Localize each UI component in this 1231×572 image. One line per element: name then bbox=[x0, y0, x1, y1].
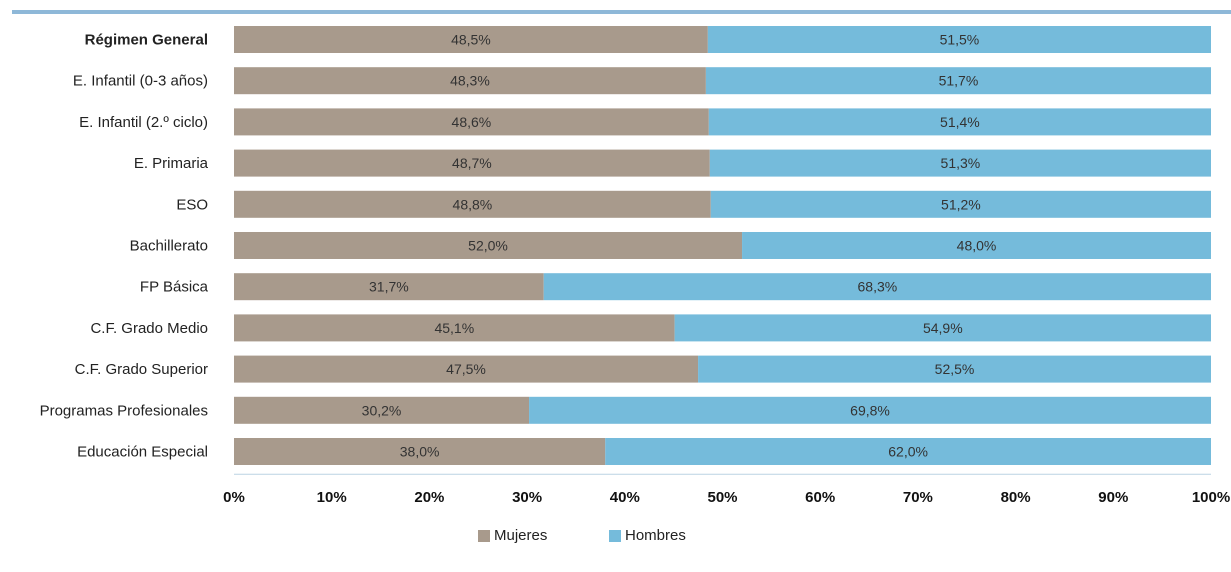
category-label-programas-profesionales: Programas Profesionales bbox=[40, 402, 208, 419]
bar-hombres-c-f-grado-medio bbox=[674, 314, 1211, 342]
value-label-mujeres-bachillerato: 52,0% bbox=[468, 238, 508, 254]
bar-hombres-eso bbox=[710, 190, 1211, 218]
value-label-mujeres-e-infantil-0-3-anos: 48,3% bbox=[450, 73, 490, 89]
value-label-hombres-bachillerato: 48,0% bbox=[957, 238, 997, 254]
value-label-hombres-e-infantil-0-3-anos: 51,7% bbox=[939, 73, 979, 89]
bar-mujeres-e-infantil-0-3-anos bbox=[234, 67, 706, 95]
bar-hombres-regimen-general bbox=[707, 26, 1211, 53]
legend-swatch-hombres bbox=[609, 529, 621, 542]
value-label-hombres-c-f-grado-superior: 52,5% bbox=[935, 361, 975, 377]
bar-hombres-educacion-especial bbox=[605, 438, 1211, 465]
x-tick-label: 90% bbox=[1098, 489, 1128, 506]
x-tick-label: 80% bbox=[1001, 489, 1031, 506]
x-tick-label: 100% bbox=[1192, 489, 1230, 506]
bar-hombres-e-infantil-0-3-anos bbox=[705, 67, 1211, 95]
legend-item-hombres: Hombres bbox=[609, 527, 686, 544]
legend-item-mujeres: Mujeres bbox=[478, 527, 547, 544]
legend-label-mujeres: Mujeres bbox=[494, 527, 548, 544]
legend-swatch-mujeres bbox=[478, 529, 490, 542]
x-tick-label: 40% bbox=[610, 489, 640, 506]
value-label-hombres-c-f-grado-medio: 54,9% bbox=[923, 320, 963, 336]
bar-mujeres-c-f-grado-superior bbox=[234, 355, 699, 383]
value-label-hombres-regimen-general: 51,5% bbox=[940, 32, 980, 48]
x-tick-label: 30% bbox=[512, 489, 542, 506]
value-label-hombres-e-primaria: 51,3% bbox=[941, 155, 981, 171]
bar-hombres-fp-basica bbox=[543, 273, 1211, 301]
bar-mujeres-c-f-grado-medio bbox=[234, 314, 675, 342]
x-tick-label: 0% bbox=[223, 489, 245, 506]
category-label-e-primaria: E. Primaria bbox=[134, 155, 209, 172]
category-label-c-f-grado-medio: C.F. Grado Medio bbox=[90, 320, 208, 337]
category-label-bachillerato: Bachillerato bbox=[130, 238, 208, 255]
value-label-mujeres-fp-basica: 31,7% bbox=[369, 279, 409, 295]
category-label-eso: ESO bbox=[176, 196, 208, 213]
bar-mujeres-fp-basica bbox=[234, 273, 544, 301]
value-label-mujeres-e-primaria: 48,7% bbox=[452, 155, 492, 171]
category-label-educacion-especial: Educación Especial bbox=[77, 444, 208, 461]
x-tick-label: 50% bbox=[707, 489, 737, 506]
category-label-e-infantil-2-ciclo: E. Infantil (2.º ciclo) bbox=[79, 114, 208, 131]
value-label-mujeres-educacion-especial: 38,0% bbox=[400, 444, 440, 460]
value-label-mujeres-regimen-general: 48,5% bbox=[451, 32, 491, 48]
value-label-hombres-e-infantil-2-ciclo: 51,4% bbox=[940, 114, 980, 130]
bar-mujeres-eso bbox=[234, 190, 711, 218]
x-tick-label: 60% bbox=[805, 489, 835, 506]
bar-mujeres-e-primaria bbox=[234, 149, 710, 177]
value-label-hombres-eso: 51,2% bbox=[941, 196, 981, 212]
value-label-hombres-educacion-especial: 62,0% bbox=[888, 444, 928, 460]
value-label-hombres-fp-basica: 68,3% bbox=[858, 279, 898, 295]
x-tick-label: 20% bbox=[414, 489, 444, 506]
value-label-mujeres-programas-profesionales: 30,2% bbox=[362, 402, 402, 418]
x-tick-label: 10% bbox=[317, 489, 347, 506]
category-label-fp-basica: FP Básica bbox=[140, 279, 209, 296]
top-rule bbox=[12, 10, 1231, 14]
bar-hombres-e-primaria bbox=[709, 149, 1211, 177]
value-label-hombres-programas-profesionales: 69,8% bbox=[850, 402, 890, 418]
bar-mujeres-bachillerato bbox=[234, 232, 743, 259]
legend-label-hombres: Hombres bbox=[625, 527, 686, 544]
category-label-c-f-grado-superior: C.F. Grado Superior bbox=[75, 361, 208, 378]
bar-hombres-bachillerato bbox=[742, 232, 1211, 259]
legend: Mujeres Hombres bbox=[0, 527, 1231, 551]
value-label-mujeres-c-f-grado-superior: 47,5% bbox=[446, 361, 486, 377]
value-label-mujeres-e-infantil-2-ciclo: 48,6% bbox=[452, 114, 492, 130]
x-tick-label: 70% bbox=[903, 489, 933, 506]
chart-plot: Régimen General 48,5% 51,5% E. Infantil (0-… bbox=[40, 26, 1230, 506]
bar-hombres-programas-profesionales bbox=[529, 396, 1211, 424]
bar-mujeres-e-infantil-2-ciclo bbox=[234, 108, 709, 136]
bar-mujeres-educacion-especial bbox=[234, 438, 606, 465]
value-label-mujeres-c-f-grado-medio: 45,1% bbox=[434, 320, 474, 336]
bar-mujeres-programas-profesionales bbox=[234, 396, 530, 424]
bar-hombres-c-f-grado-superior bbox=[698, 355, 1211, 383]
value-label-mujeres-eso: 48,8% bbox=[453, 196, 493, 212]
bar-mujeres-regimen-general bbox=[234, 26, 708, 53]
bar-hombres-e-infantil-2-ciclo bbox=[708, 108, 1211, 136]
category-label-e-infantil-0-3-anos: E. Infantil (0-3 años) bbox=[73, 73, 208, 90]
category-label-regimen-general: Régimen General bbox=[85, 32, 208, 49]
